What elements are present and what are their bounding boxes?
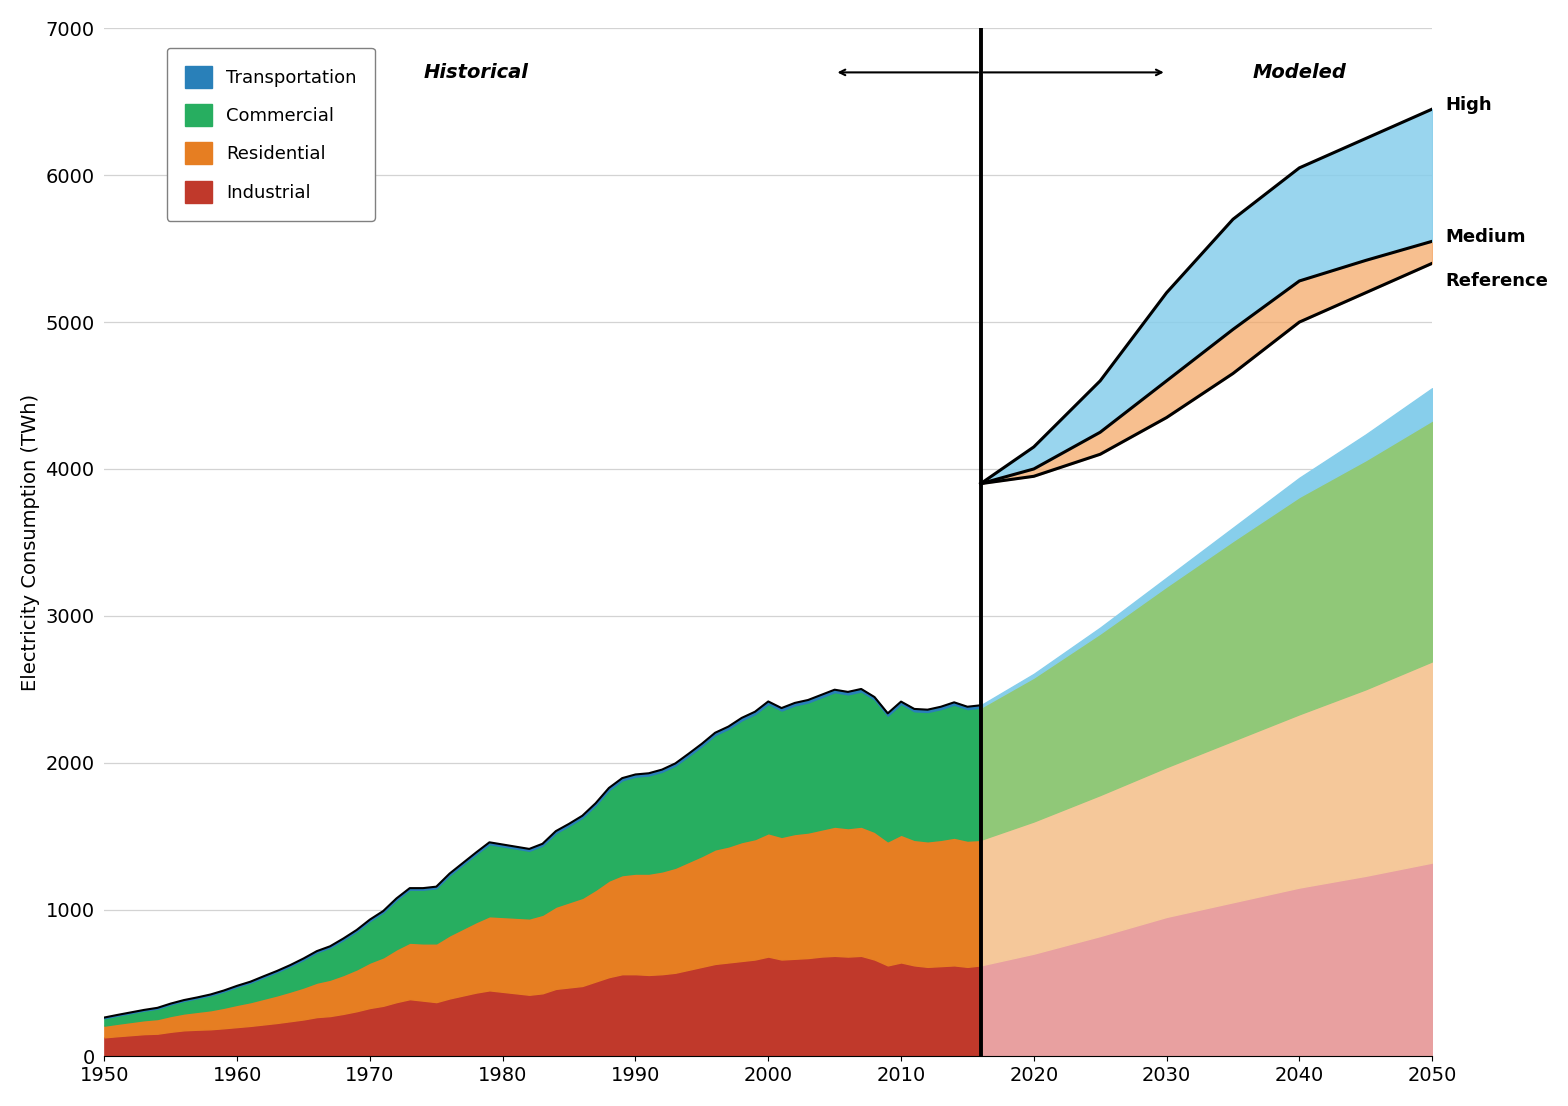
Text: High: High bbox=[1446, 96, 1493, 114]
Text: Medium: Medium bbox=[1446, 228, 1526, 246]
Legend: Transportation, Commercial, Residential, Industrial: Transportation, Commercial, Residential,… bbox=[166, 48, 375, 220]
Text: Historical: Historical bbox=[423, 63, 528, 82]
Text: Reference: Reference bbox=[1446, 272, 1548, 290]
Y-axis label: Electricity Consumption (TWh): Electricity Consumption (TWh) bbox=[20, 394, 39, 691]
Text: Modeled: Modeled bbox=[1253, 63, 1347, 82]
